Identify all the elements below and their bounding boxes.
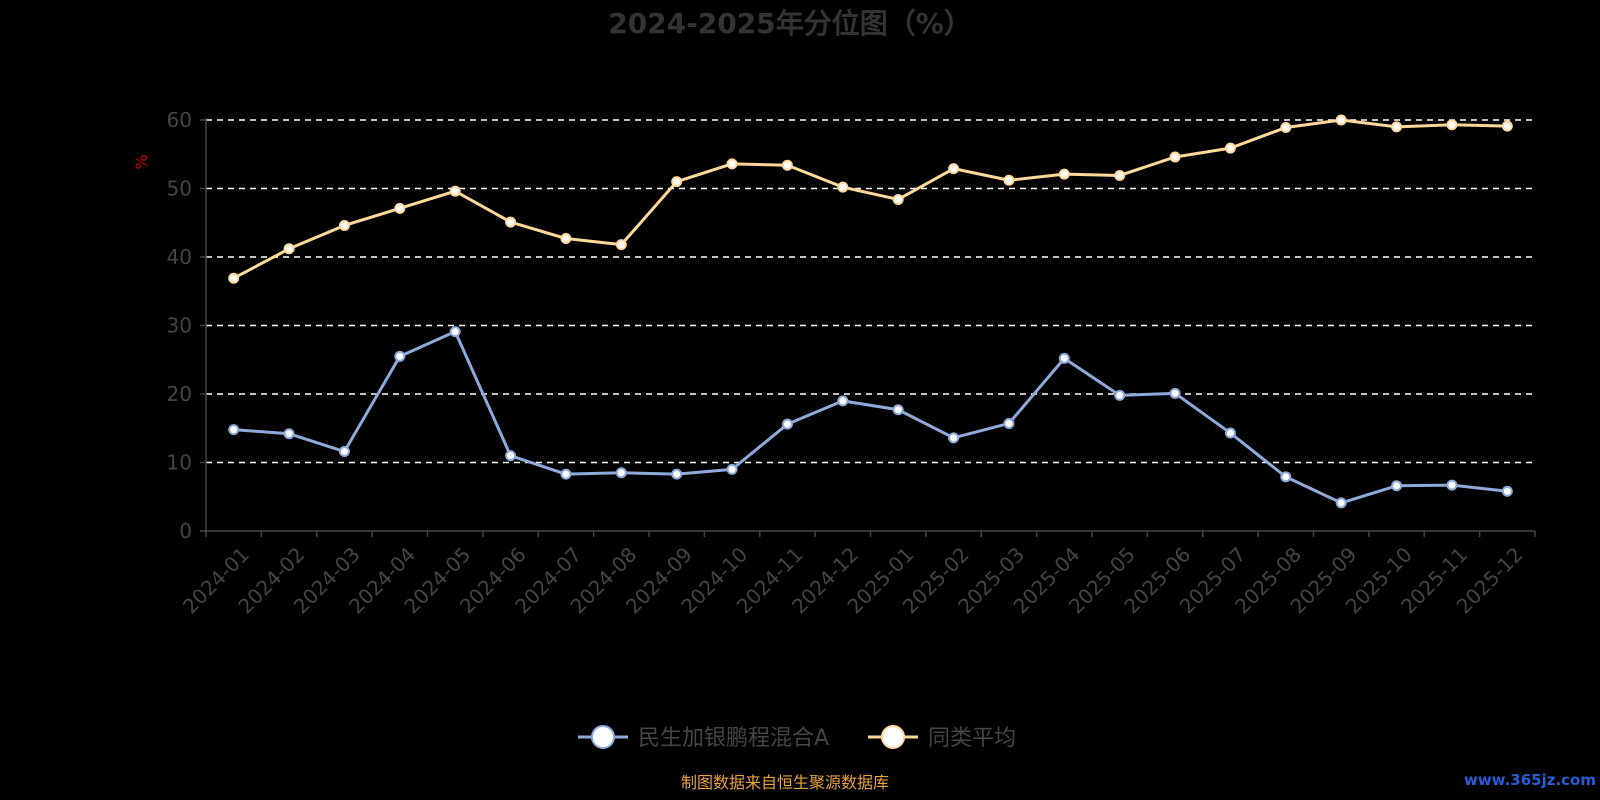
y-axis-label: % (132, 154, 151, 169)
data-point[interactable] (1169, 151, 1181, 163)
series-0 (228, 326, 1513, 509)
data-point[interactable] (1446, 479, 1458, 491)
data-point[interactable] (1280, 471, 1292, 483)
series-lines (228, 114, 1513, 509)
data-point[interactable] (726, 158, 738, 170)
data-point[interactable] (615, 467, 627, 479)
data-point[interactable] (1114, 389, 1126, 401)
legend[interactable]: 民生加银鹏程混合A 同类平均 (578, 725, 1016, 751)
y-tick-label: 30 (167, 314, 192, 338)
data-point[interactable] (338, 446, 350, 458)
data-point[interactable] (726, 463, 738, 475)
data-point[interactable] (449, 326, 461, 338)
y-tick-label: 60 (167, 108, 192, 132)
site-watermark: www.365jz.com (1464, 771, 1596, 789)
data-point[interactable] (1224, 427, 1236, 439)
data-point[interactable] (283, 428, 295, 440)
data-point[interactable] (671, 468, 683, 480)
data-point[interactable] (1501, 120, 1513, 132)
data-point[interactable] (1446, 119, 1458, 131)
data-point[interactable] (1003, 417, 1015, 429)
data-point[interactable] (1280, 122, 1292, 134)
data-point[interactable] (892, 193, 904, 205)
data-point[interactable] (892, 404, 904, 416)
series-line (232, 118, 1508, 280)
data-point[interactable] (781, 418, 793, 430)
data-point[interactable] (449, 185, 461, 197)
y-tick-label: 10 (167, 451, 192, 475)
data-point[interactable] (338, 219, 350, 231)
legend-item[interactable]: 民生加银鹏程混合A (578, 725, 829, 751)
series-line (233, 330, 1508, 505)
data-point[interactable] (505, 450, 517, 462)
data-point[interactable] (948, 163, 960, 175)
data-point[interactable] (1169, 387, 1181, 399)
data-point[interactable] (781, 159, 793, 171)
data-point[interactable] (1058, 168, 1070, 180)
data-point[interactable] (837, 181, 849, 193)
data-point[interactable] (948, 432, 960, 444)
data-point[interactable] (615, 239, 627, 251)
data-point[interactable] (1391, 480, 1403, 492)
data-point[interactable] (1114, 169, 1126, 181)
data-point[interactable] (228, 272, 240, 284)
data-point[interactable] (1335, 114, 1347, 126)
y-tick-label: 0 (179, 519, 192, 543)
data-point[interactable] (1058, 352, 1070, 364)
y-tick-label: 20 (167, 382, 192, 406)
data-point[interactable] (1003, 174, 1015, 186)
data-point[interactable] (394, 202, 406, 214)
y-tick-label: 50 (167, 177, 192, 201)
data-point[interactable] (1501, 485, 1513, 497)
data-point[interactable] (394, 350, 406, 362)
chart-title: 2024-2025年分位图（%） (608, 7, 972, 40)
grid-lines (206, 119, 1535, 464)
data-point[interactable] (1335, 497, 1347, 509)
axes: 01020304050602024-012024-022024-032024-0… (167, 108, 1536, 618)
data-point[interactable] (837, 395, 849, 407)
data-point[interactable] (505, 216, 517, 228)
legend-label: 民生加银鹏程混合A (638, 726, 829, 751)
data-source-note: 制图数据来自恒生聚源数据库 (681, 773, 889, 792)
data-point[interactable] (283, 243, 295, 255)
y-tick-label: 40 (167, 245, 192, 269)
data-point[interactable] (560, 233, 572, 245)
data-point[interactable] (228, 424, 240, 436)
legend-marker (881, 725, 905, 749)
legend-label: 同类平均 (928, 726, 1016, 751)
legend-marker (591, 725, 615, 749)
data-point[interactable] (1391, 121, 1403, 133)
data-point[interactable] (671, 176, 683, 188)
series-1 (228, 114, 1513, 284)
data-point[interactable] (560, 468, 572, 480)
legend-item[interactable]: 同类平均 (868, 725, 1016, 751)
data-point[interactable] (1224, 142, 1236, 154)
